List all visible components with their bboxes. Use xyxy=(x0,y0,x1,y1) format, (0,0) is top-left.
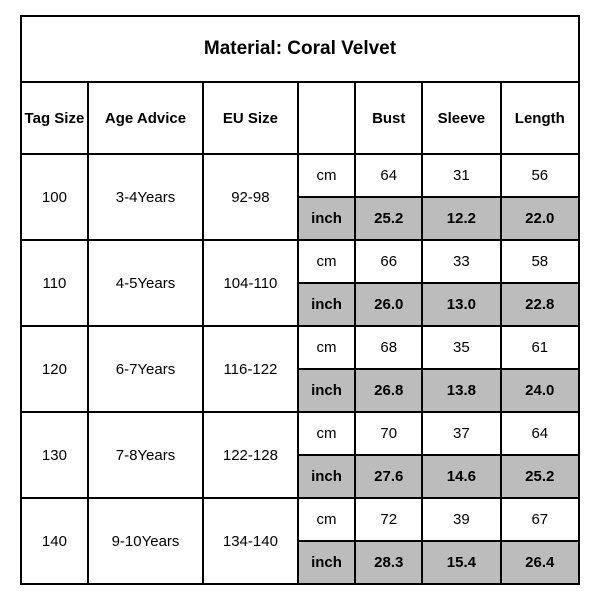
cell-unit-cm: cm xyxy=(298,154,356,197)
cell-bust-inch: 25.2 xyxy=(355,197,422,240)
cell-unit-inch: inch xyxy=(298,541,356,584)
cell-bust-inch: 26.8 xyxy=(355,369,422,412)
cell-age: 3-4Years xyxy=(88,154,203,240)
cell-eu: 134-140 xyxy=(203,498,298,584)
cell-unit-cm: cm xyxy=(298,240,356,283)
cell-age: 7-8Years xyxy=(88,412,203,498)
header-unit-blank xyxy=(298,82,356,154)
header-tag-size: Tag Size xyxy=(21,82,88,154)
cell-unit-cm: cm xyxy=(298,326,356,369)
cell-tag: 130 xyxy=(21,412,88,498)
cell-bust-cm: 64 xyxy=(355,154,422,197)
cell-length-cm: 67 xyxy=(501,498,579,541)
cell-length-cm: 58 xyxy=(501,240,579,283)
cell-sleeve-inch: 12.2 xyxy=(422,197,500,240)
cell-length-cm: 56 xyxy=(501,154,579,197)
cell-length-inch: 26.4 xyxy=(501,541,579,584)
cell-length-inch: 22.0 xyxy=(501,197,579,240)
header-age-advice: Age Advice xyxy=(88,82,203,154)
title-row: Material: Coral Velvet xyxy=(21,16,579,82)
cell-age: 9-10Years xyxy=(88,498,203,584)
header-length: Length xyxy=(501,82,579,154)
cell-length-inch: 24.0 xyxy=(501,369,579,412)
size-chart-table: Material: Coral Velvet Tag Size Age Advi… xyxy=(20,15,580,585)
cell-unit-inch: inch xyxy=(298,197,356,240)
cell-sleeve-cm: 35 xyxy=(422,326,500,369)
cell-eu: 104-110 xyxy=(203,240,298,326)
table-row: 120 6-7Years 116-122 cm 68 35 61 xyxy=(21,326,579,369)
cell-length-cm: 64 xyxy=(501,412,579,455)
cell-tag: 100 xyxy=(21,154,88,240)
table-row: 110 4-5Years 104-110 cm 66 33 58 xyxy=(21,240,579,283)
header-eu-size: EU Size xyxy=(203,82,298,154)
cell-sleeve-cm: 39 xyxy=(422,498,500,541)
cell-length-inch: 22.8 xyxy=(501,283,579,326)
cell-age: 6-7Years xyxy=(88,326,203,412)
cell-sleeve-inch: 13.8 xyxy=(422,369,500,412)
cell-tag: 110 xyxy=(21,240,88,326)
cell-bust-inch: 26.0 xyxy=(355,283,422,326)
cell-sleeve-cm: 33 xyxy=(422,240,500,283)
cell-eu: 92-98 xyxy=(203,154,298,240)
cell-bust-inch: 27.6 xyxy=(355,455,422,498)
cell-tag: 120 xyxy=(21,326,88,412)
cell-length-cm: 61 xyxy=(501,326,579,369)
table-row: 130 7-8Years 122-128 cm 70 37 64 xyxy=(21,412,579,455)
cell-length-inch: 25.2 xyxy=(501,455,579,498)
cell-sleeve-inch: 14.6 xyxy=(422,455,500,498)
cell-eu: 122-128 xyxy=(203,412,298,498)
cell-sleeve-cm: 31 xyxy=(422,154,500,197)
cell-unit-inch: inch xyxy=(298,455,356,498)
cell-tag: 140 xyxy=(21,498,88,584)
cell-sleeve-inch: 13.0 xyxy=(422,283,500,326)
header-row: Tag Size Age Advice EU Size Bust Sleeve … xyxy=(21,82,579,154)
cell-bust-cm: 72 xyxy=(355,498,422,541)
cell-sleeve-cm: 37 xyxy=(422,412,500,455)
header-bust: Bust xyxy=(355,82,422,154)
cell-bust-inch: 28.3 xyxy=(355,541,422,584)
cell-sleeve-inch: 15.4 xyxy=(422,541,500,584)
cell-unit-cm: cm xyxy=(298,412,356,455)
cell-bust-cm: 70 xyxy=(355,412,422,455)
header-sleeve: Sleeve xyxy=(422,82,500,154)
cell-unit-cm: cm xyxy=(298,498,356,541)
table-row: 140 9-10Years 134-140 cm 72 39 67 xyxy=(21,498,579,541)
cell-unit-inch: inch xyxy=(298,369,356,412)
size-chart-wrapper: Material: Coral Velvet Tag Size Age Advi… xyxy=(20,15,580,585)
cell-age: 4-5Years xyxy=(88,240,203,326)
table-row: 100 3-4Years 92-98 cm 64 31 56 xyxy=(21,154,579,197)
cell-eu: 116-122 xyxy=(203,326,298,412)
table-title: Material: Coral Velvet xyxy=(21,16,579,82)
cell-bust-cm: 66 xyxy=(355,240,422,283)
cell-unit-inch: inch xyxy=(298,283,356,326)
cell-bust-cm: 68 xyxy=(355,326,422,369)
